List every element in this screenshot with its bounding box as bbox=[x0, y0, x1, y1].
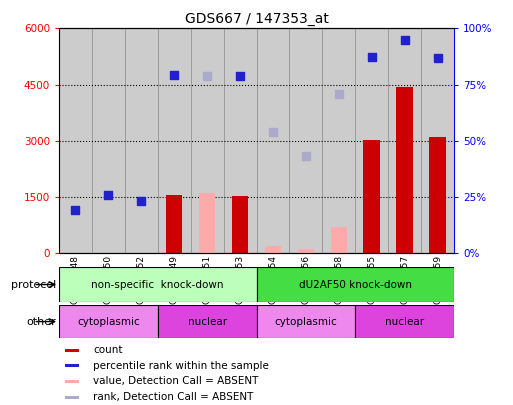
Bar bbox=[158, 305, 256, 338]
Bar bbox=[59, 267, 256, 302]
Bar bbox=[330, 227, 347, 253]
Text: protocol: protocol bbox=[11, 279, 56, 290]
Point bbox=[170, 72, 179, 79]
Bar bbox=[355, 28, 388, 253]
Bar bbox=[65, 380, 79, 383]
Point bbox=[334, 91, 343, 97]
Bar bbox=[65, 349, 79, 352]
Point bbox=[71, 207, 80, 213]
Point bbox=[236, 72, 244, 79]
Point bbox=[137, 198, 145, 204]
Bar bbox=[224, 28, 256, 253]
Point bbox=[269, 129, 277, 136]
Bar bbox=[364, 140, 380, 253]
Bar bbox=[256, 267, 454, 302]
Bar bbox=[157, 28, 191, 253]
Text: nuclear: nuclear bbox=[385, 317, 424, 326]
Bar bbox=[322, 28, 355, 253]
Text: other: other bbox=[27, 317, 56, 326]
Point bbox=[433, 54, 442, 61]
Bar bbox=[429, 137, 446, 253]
Text: nuclear: nuclear bbox=[188, 317, 227, 326]
Bar bbox=[59, 28, 92, 253]
Bar bbox=[125, 28, 157, 253]
Text: rank, Detection Call = ABSENT: rank, Detection Call = ABSENT bbox=[93, 392, 253, 402]
Point bbox=[302, 152, 310, 159]
Bar bbox=[256, 305, 355, 338]
Bar bbox=[199, 193, 215, 253]
Text: non-specific  knock-down: non-specific knock-down bbox=[91, 279, 224, 290]
Bar bbox=[65, 396, 79, 399]
Bar bbox=[59, 305, 158, 338]
Bar bbox=[232, 196, 248, 253]
Text: count: count bbox=[93, 345, 123, 355]
Point bbox=[401, 37, 409, 44]
Bar bbox=[397, 87, 413, 253]
Bar bbox=[191, 28, 224, 253]
Text: percentile rank within the sample: percentile rank within the sample bbox=[93, 361, 269, 371]
Bar bbox=[355, 305, 454, 338]
Bar bbox=[388, 28, 421, 253]
Bar bbox=[256, 28, 289, 253]
Bar bbox=[289, 28, 322, 253]
Text: cytoplasmic: cytoplasmic bbox=[274, 317, 337, 326]
Text: dU2AF50 knock-down: dU2AF50 knock-down bbox=[299, 279, 412, 290]
Bar bbox=[265, 245, 281, 253]
Point bbox=[368, 53, 376, 60]
Bar bbox=[421, 28, 454, 253]
Point bbox=[104, 192, 112, 198]
Point bbox=[203, 73, 211, 79]
Bar bbox=[298, 249, 314, 253]
Bar bbox=[92, 28, 125, 253]
Text: cytoplasmic: cytoplasmic bbox=[77, 317, 140, 326]
Title: GDS667 / 147353_at: GDS667 / 147353_at bbox=[185, 12, 328, 26]
Bar bbox=[65, 364, 79, 367]
Bar bbox=[166, 195, 183, 253]
Text: value, Detection Call = ABSENT: value, Detection Call = ABSENT bbox=[93, 377, 259, 386]
